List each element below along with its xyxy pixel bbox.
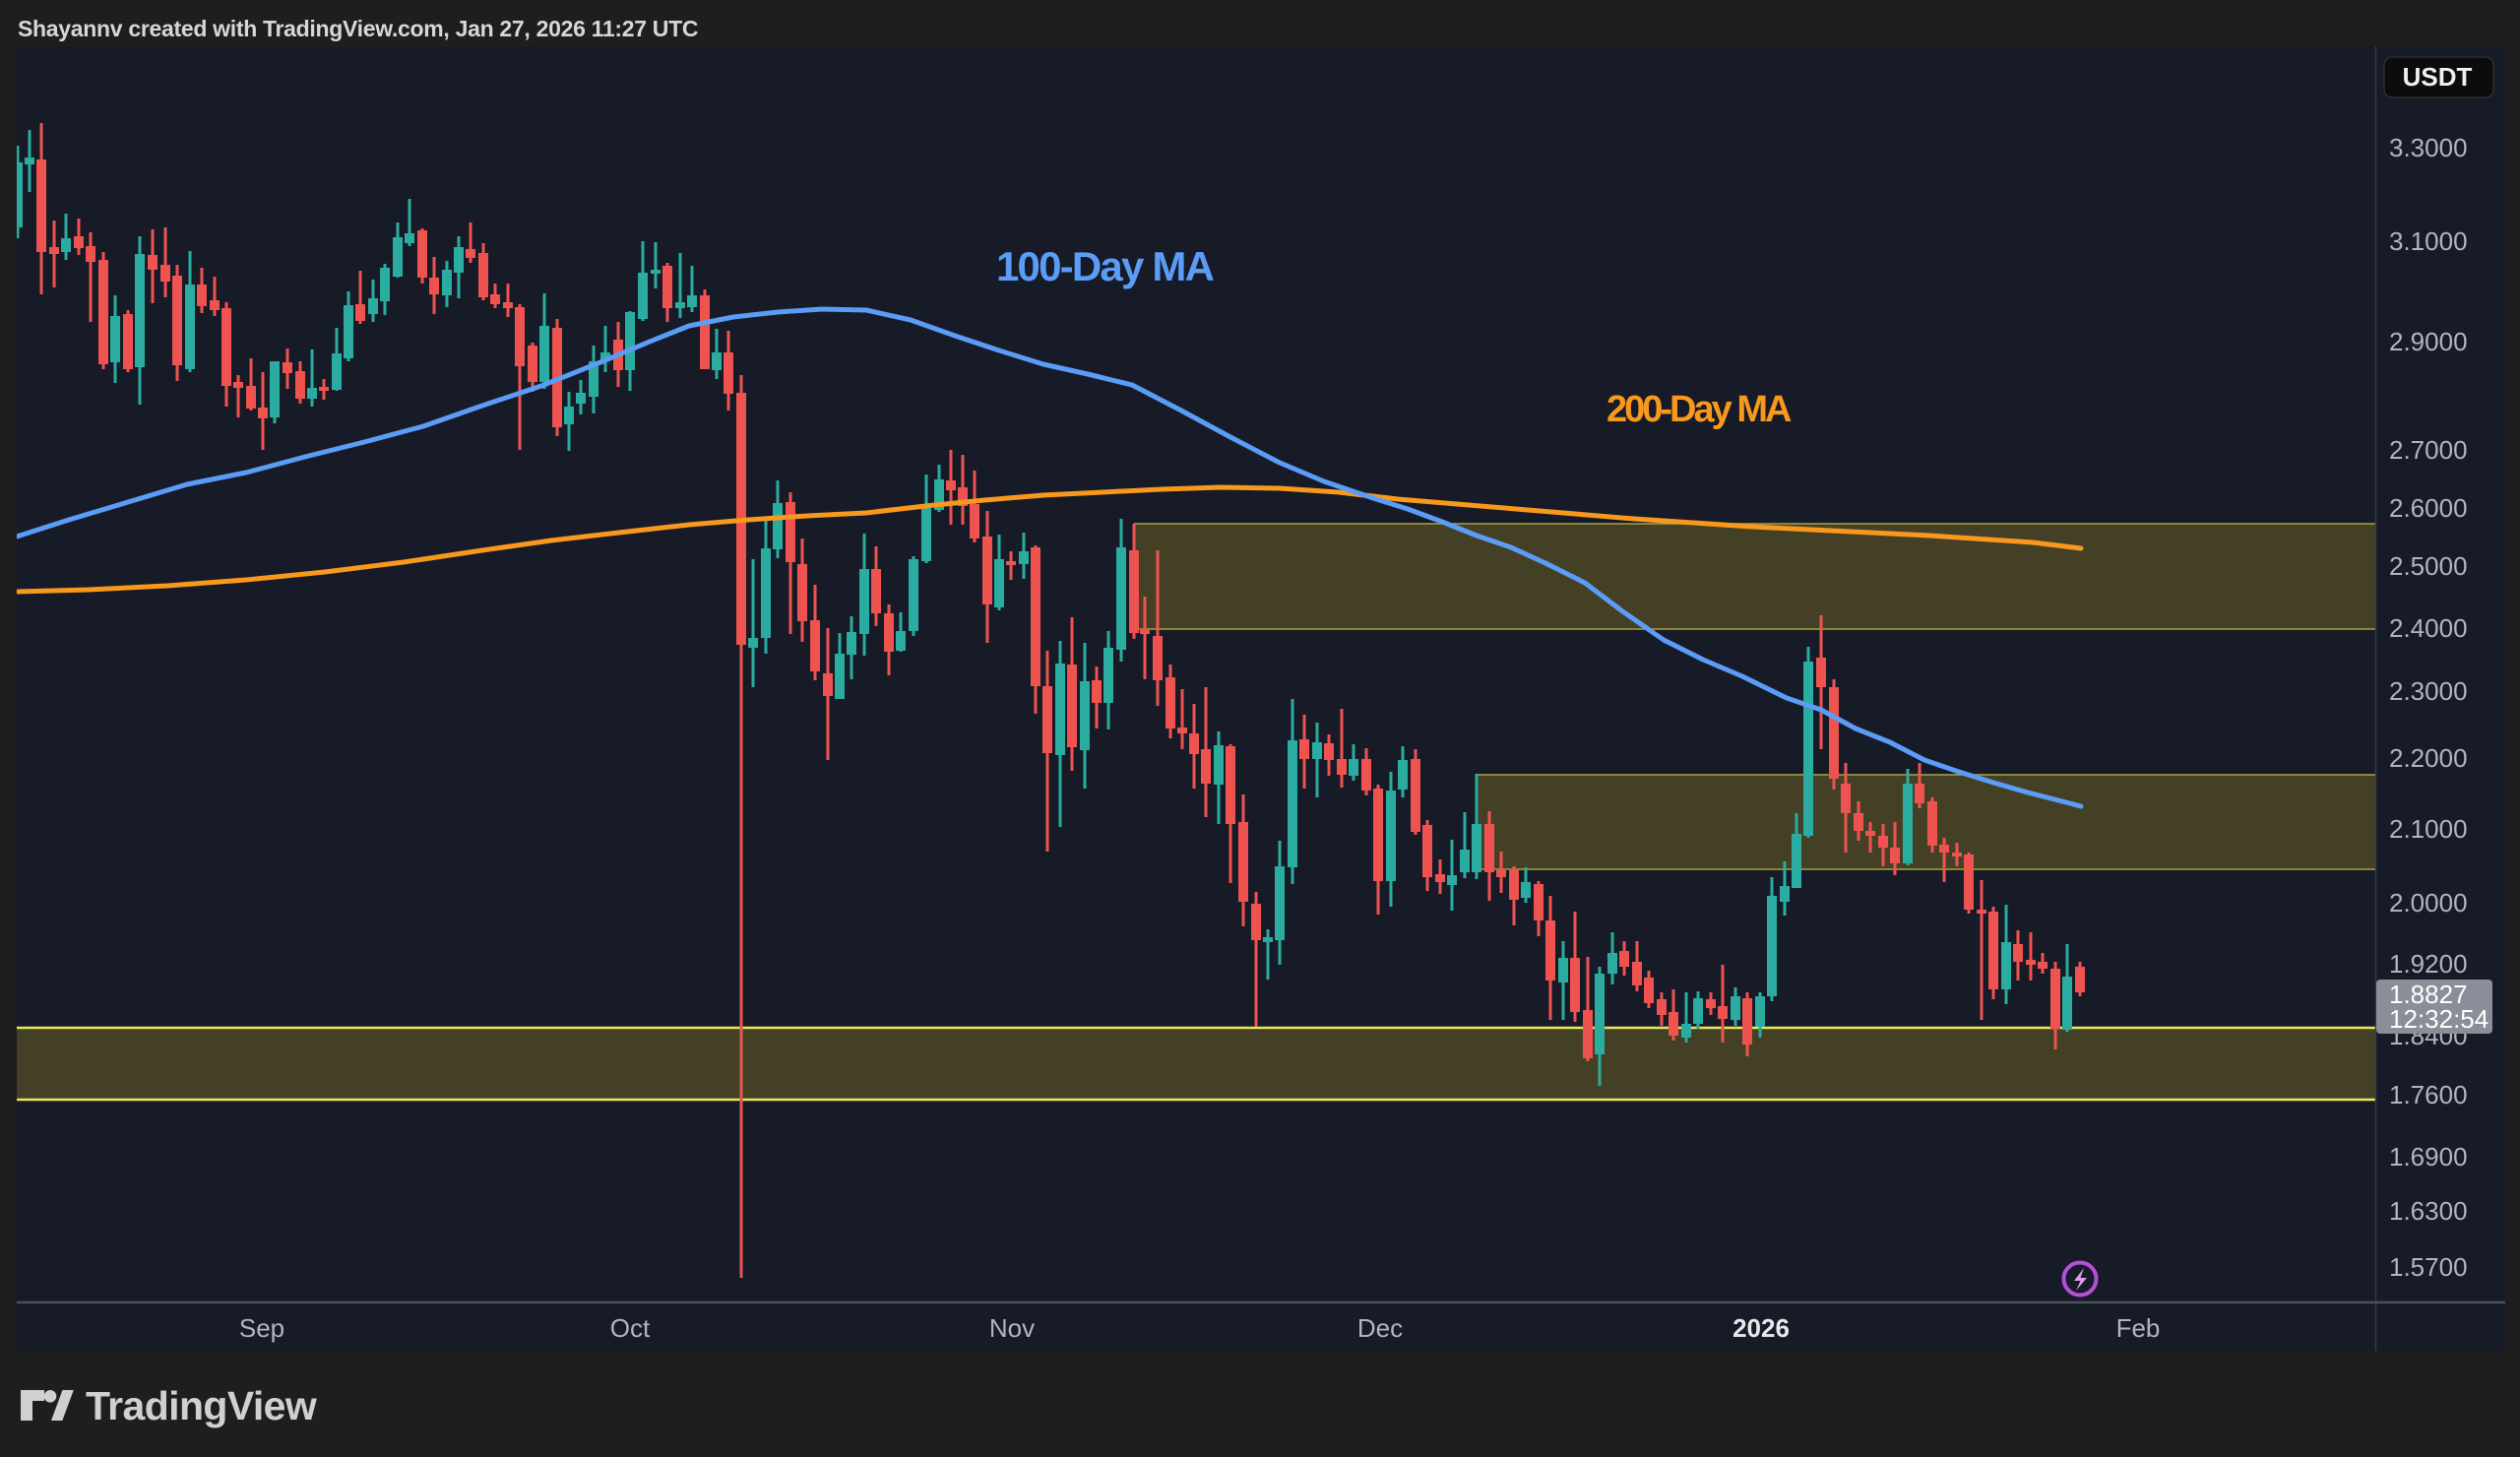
svg-text:2.9000: 2.9000 bbox=[2389, 327, 2468, 356]
svg-text:12:32:54: 12:32:54 bbox=[2389, 1004, 2488, 1034]
svg-text:2.3000: 2.3000 bbox=[2389, 676, 2468, 706]
svg-text:Nov: Nov bbox=[989, 1313, 1035, 1343]
svg-text:Sep: Sep bbox=[239, 1313, 284, 1343]
svg-text:200-Day MA: 200-Day MA bbox=[1606, 389, 1792, 430]
svg-text:2.2000: 2.2000 bbox=[2389, 743, 2468, 773]
svg-text:2.4000: 2.4000 bbox=[2389, 613, 2468, 643]
svg-text:1.6300: 1.6300 bbox=[2389, 1196, 2468, 1226]
svg-text:1.5700: 1.5700 bbox=[2389, 1252, 2468, 1282]
svg-text:3.3000: 3.3000 bbox=[2389, 133, 2468, 162]
svg-text:2.5000: 2.5000 bbox=[2389, 551, 2468, 581]
svg-text:USDT: USDT bbox=[2403, 62, 2473, 92]
svg-text:100-Day MA: 100-Day MA bbox=[996, 243, 1215, 289]
svg-text:3.1000: 3.1000 bbox=[2389, 226, 2468, 256]
svg-text:1.9200: 1.9200 bbox=[2389, 949, 2468, 979]
svg-text:2.7000: 2.7000 bbox=[2389, 435, 2468, 465]
svg-text:Shayannv created with TradingV: Shayannv created with TradingView.com, J… bbox=[18, 16, 698, 41]
svg-text:1.6900: 1.6900 bbox=[2389, 1142, 2468, 1172]
svg-text:2.0000: 2.0000 bbox=[2389, 888, 2468, 918]
svg-text:2026: 2026 bbox=[1732, 1313, 1790, 1343]
svg-text:TradingView: TradingView bbox=[86, 1383, 317, 1428]
svg-text:2.1000: 2.1000 bbox=[2389, 814, 2468, 844]
svg-text:2.6000: 2.6000 bbox=[2389, 493, 2468, 523]
svg-text:1.8827: 1.8827 bbox=[2389, 980, 2468, 1009]
svg-text:1.7600: 1.7600 bbox=[2389, 1080, 2468, 1109]
svg-text:Feb: Feb bbox=[2116, 1313, 2161, 1343]
svg-text:Dec: Dec bbox=[1357, 1313, 1403, 1343]
svg-text:Oct: Oct bbox=[610, 1313, 651, 1343]
